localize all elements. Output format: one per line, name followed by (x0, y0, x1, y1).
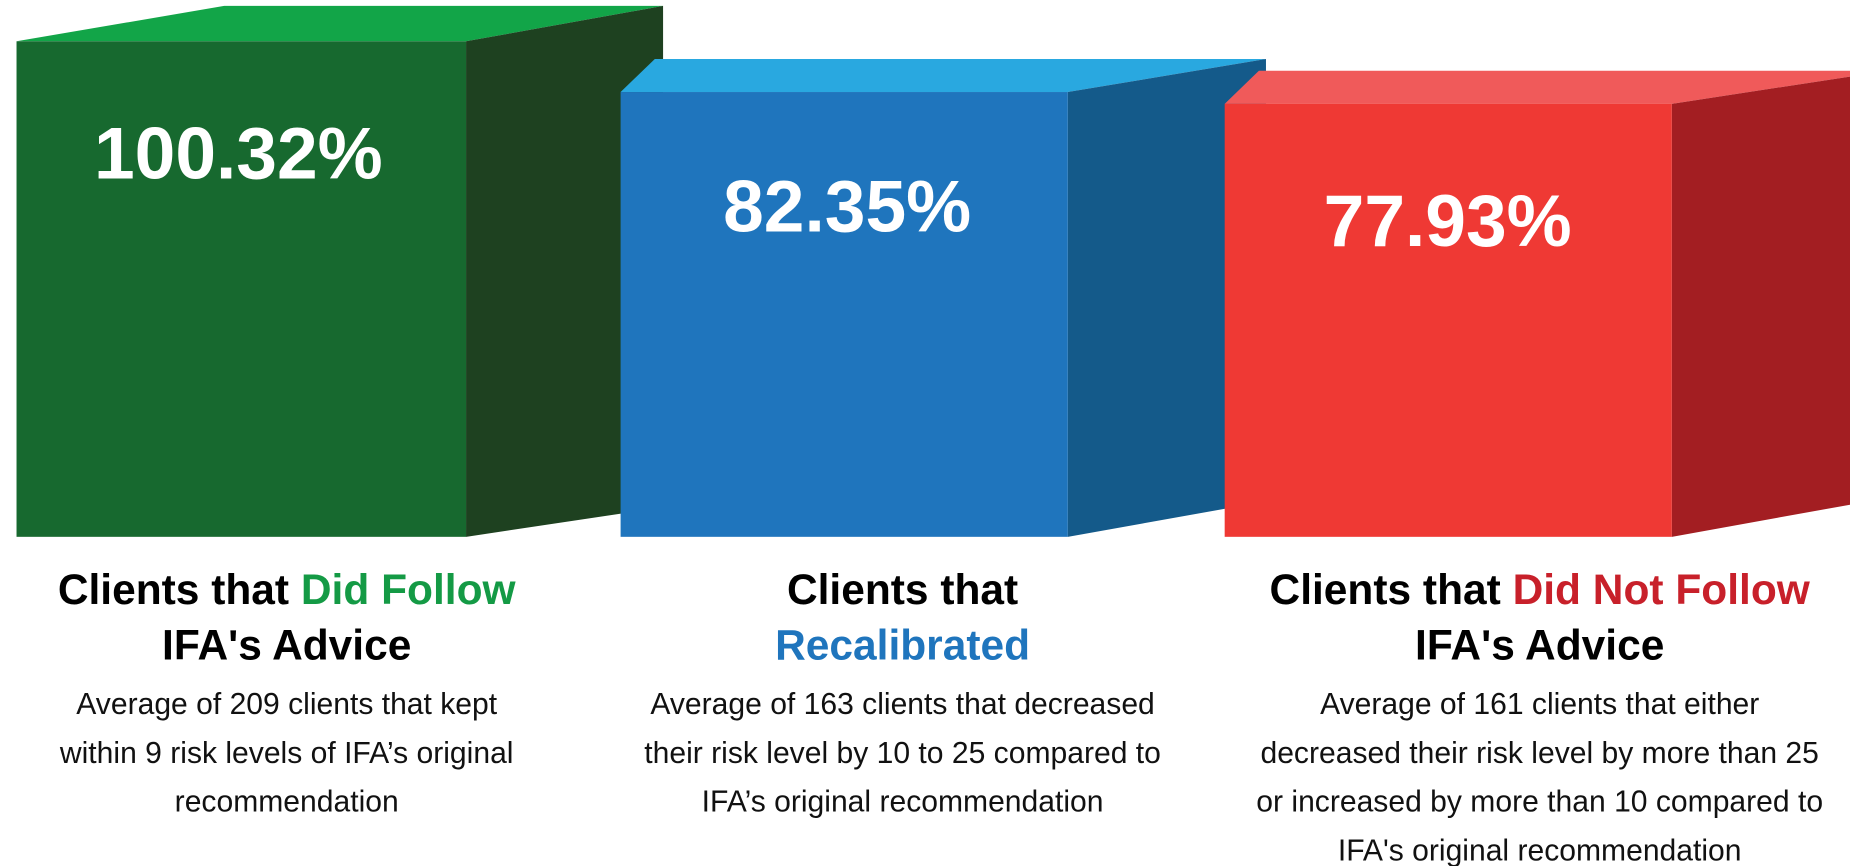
card-title: Clients that Did Follow (58, 566, 517, 613)
box-front (620, 92, 1068, 537)
box-top (1224, 70, 1850, 104)
card-description: IFA’s original recommendation (702, 786, 1104, 819)
title-segment: Clients that (1270, 566, 1513, 613)
title-segment: Clients that (787, 566, 1018, 613)
card-title: Clients that (787, 566, 1018, 613)
card-title: IFA's Advice (1415, 622, 1664, 669)
box-top (620, 58, 1266, 93)
title-segment: Did Not Follow (1513, 566, 1811, 613)
box-side (1671, 76, 1850, 537)
box-top (16, 5, 664, 42)
percentage: 100.32% (94, 114, 383, 195)
card-description: or increased by more than 10 compared to (1256, 786, 1823, 819)
title-segment: Did Follow (301, 566, 517, 613)
card-description: Average of 163 clients that decreased (650, 688, 1154, 721)
percentage: 77.93% (1324, 181, 1572, 262)
card-description: Average of 209 clients that kept (76, 688, 497, 721)
title-segment: IFA's Advice (1415, 622, 1664, 669)
title-segment: IFA's Advice (162, 622, 411, 669)
card-description: decreased their risk level by more than … (1260, 737, 1818, 770)
card-description: IFA's original recommendation (1338, 835, 1742, 866)
card-description: within 9 risk levels of IFA’s original (59, 737, 514, 770)
card-title: Recalibrated (775, 622, 1030, 669)
card-description: their risk level by 10 to 25 compared to (644, 737, 1161, 770)
box-side (466, 5, 664, 537)
title-segment: Recalibrated (775, 622, 1030, 669)
card-title: IFA's Advice (162, 622, 411, 669)
card-title: Clients that Did Not Follow (1270, 566, 1811, 613)
card-description: Average of 161 clients that either (1320, 688, 1759, 721)
percentage: 82.35% (723, 167, 971, 248)
box-front (1224, 103, 1672, 537)
title-segment: Clients that (58, 566, 301, 613)
card-description: recommendation (175, 786, 399, 819)
box-front (16, 41, 467, 537)
box-side (1067, 58, 1266, 537)
